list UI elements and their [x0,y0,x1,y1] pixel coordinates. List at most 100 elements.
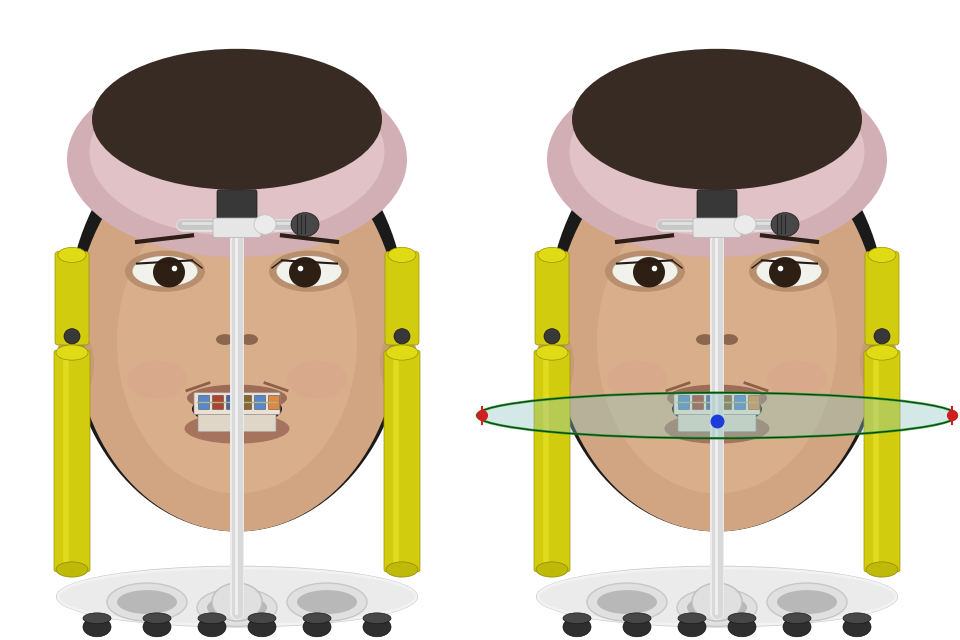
Ellipse shape [538,247,566,262]
Ellipse shape [303,613,331,624]
Ellipse shape [866,345,898,360]
Ellipse shape [198,617,226,637]
Ellipse shape [696,334,714,345]
Ellipse shape [125,251,205,292]
Ellipse shape [678,613,706,624]
Ellipse shape [254,215,276,234]
Ellipse shape [248,613,276,624]
Ellipse shape [207,596,267,620]
Ellipse shape [184,413,290,444]
Ellipse shape [874,329,890,344]
FancyBboxPatch shape [213,218,261,237]
Ellipse shape [692,583,742,621]
Ellipse shape [678,617,706,637]
FancyBboxPatch shape [55,252,89,345]
Ellipse shape [192,393,282,425]
Ellipse shape [767,361,827,399]
FancyBboxPatch shape [535,252,569,345]
Ellipse shape [67,62,407,257]
Ellipse shape [56,328,94,399]
Ellipse shape [386,562,418,577]
Ellipse shape [64,329,80,344]
Ellipse shape [687,596,747,620]
Ellipse shape [216,334,234,345]
Ellipse shape [572,49,862,190]
Ellipse shape [843,617,871,637]
Ellipse shape [297,590,357,614]
Ellipse shape [728,617,756,637]
Ellipse shape [289,257,321,287]
Ellipse shape [67,108,407,532]
Ellipse shape [749,251,829,292]
Ellipse shape [728,613,756,624]
Ellipse shape [720,334,738,345]
FancyBboxPatch shape [721,396,732,410]
Ellipse shape [248,617,276,637]
FancyBboxPatch shape [227,396,237,410]
Ellipse shape [769,257,801,287]
Ellipse shape [394,329,410,344]
Ellipse shape [388,247,416,262]
Ellipse shape [672,393,762,425]
Ellipse shape [547,62,887,257]
Ellipse shape [291,212,319,236]
FancyBboxPatch shape [385,252,419,345]
Ellipse shape [860,328,898,399]
FancyBboxPatch shape [254,396,266,410]
FancyBboxPatch shape [734,396,746,410]
Ellipse shape [783,613,811,624]
FancyBboxPatch shape [198,414,276,432]
FancyBboxPatch shape [697,190,737,227]
Ellipse shape [187,385,287,412]
FancyBboxPatch shape [678,414,756,432]
Ellipse shape [597,590,657,614]
Ellipse shape [866,339,888,388]
FancyBboxPatch shape [534,350,570,572]
Ellipse shape [563,617,591,637]
FancyBboxPatch shape [707,396,717,410]
Ellipse shape [623,613,651,624]
FancyBboxPatch shape [693,218,741,237]
Ellipse shape [75,130,399,532]
Ellipse shape [386,345,418,360]
Ellipse shape [83,617,111,637]
Ellipse shape [537,567,897,627]
Ellipse shape [667,385,767,412]
FancyBboxPatch shape [674,393,760,414]
FancyBboxPatch shape [241,396,252,410]
Ellipse shape [783,617,811,637]
Ellipse shape [612,256,678,286]
Ellipse shape [66,339,88,388]
Ellipse shape [734,215,756,234]
Ellipse shape [363,617,391,637]
Ellipse shape [544,329,560,344]
Ellipse shape [212,583,262,621]
FancyBboxPatch shape [692,396,704,410]
Ellipse shape [623,617,651,637]
FancyBboxPatch shape [384,350,420,572]
Ellipse shape [287,361,347,399]
Ellipse shape [597,190,837,493]
Ellipse shape [386,339,408,388]
Ellipse shape [287,583,367,621]
FancyBboxPatch shape [679,396,689,410]
FancyBboxPatch shape [212,396,224,410]
Ellipse shape [843,613,871,624]
FancyBboxPatch shape [864,350,900,572]
FancyBboxPatch shape [269,396,279,410]
Ellipse shape [477,393,957,438]
Ellipse shape [127,361,187,399]
Ellipse shape [143,617,171,637]
Ellipse shape [57,567,417,627]
Ellipse shape [664,413,770,444]
Ellipse shape [303,617,331,637]
Ellipse shape [143,613,171,624]
Ellipse shape [771,212,799,236]
Ellipse shape [107,583,187,621]
Ellipse shape [276,256,342,286]
Ellipse shape [58,247,86,262]
Ellipse shape [562,76,872,228]
Ellipse shape [240,334,258,345]
FancyBboxPatch shape [749,396,759,410]
Ellipse shape [536,328,574,399]
